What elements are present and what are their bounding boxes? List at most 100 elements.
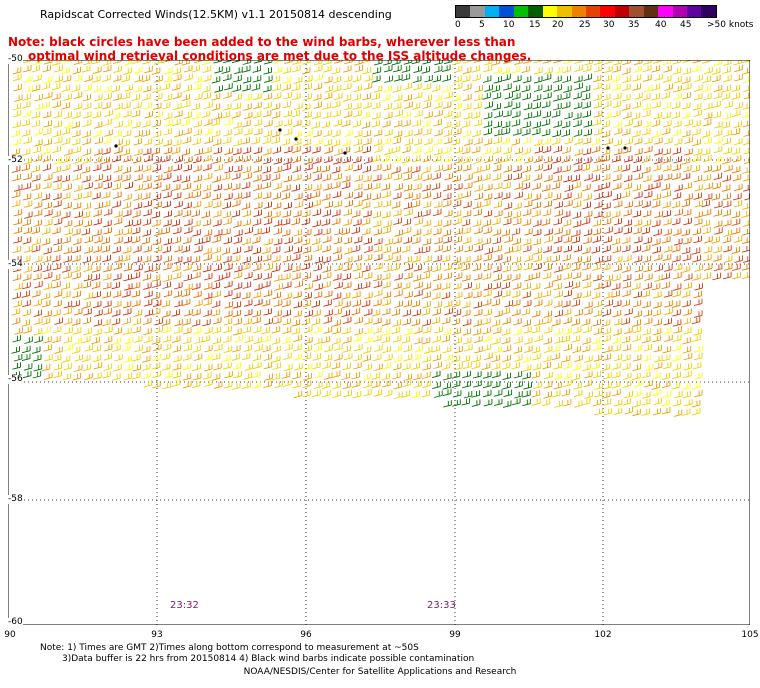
wind-barb [231,172,241,180]
wind-barb [293,236,303,245]
wind-barb [151,67,161,75]
wind-barb [613,318,623,326]
wind-barb [733,183,743,192]
wind-barb [402,309,411,317]
wind-barb [493,346,503,354]
wind-barb [184,192,193,200]
wind-barb [291,253,301,262]
wind-barb [493,290,503,298]
wind-barb [131,271,141,280]
wind-barb [84,182,93,190]
wind-barb [61,84,71,93]
wind-barb [71,84,81,92]
wind-barb [461,75,471,83]
wind-barb [242,237,251,246]
wind-barb [222,335,232,343]
wind-barb [622,343,632,352]
wind-barb [142,93,151,101]
wind-barb [621,336,631,344]
wind-barb [422,128,432,136]
wind-barb [372,334,382,343]
wind-barb [422,318,431,327]
wind-barb [162,200,171,209]
wind-barb [302,228,312,237]
wind-barb [463,344,473,352]
wind-barb [241,262,251,271]
wind-barb [632,210,642,218]
wind-barb [304,163,313,172]
wind-barb [563,327,573,335]
wind-barb [472,254,482,263]
wind-barb [153,201,162,209]
wind-barb [381,318,391,327]
wind-barb [524,345,533,353]
wind-barb [191,112,201,120]
wind-barb [53,120,62,129]
wind-barb [412,146,422,154]
wind-barb [422,201,432,209]
wind-barb [582,110,591,118]
wind-barb [353,191,363,199]
wind-barb [594,256,603,264]
wind-barb [592,263,601,271]
wind-barb [493,200,503,209]
wind-barb [393,355,402,363]
wind-barb [674,208,683,217]
wind-barb [474,244,483,253]
wind-barb [212,200,222,209]
wind-barb [683,273,693,281]
wind-barb [533,263,542,271]
wind-barb [371,380,381,389]
wind-barb [643,309,652,317]
wind-barb [704,66,713,75]
wind-barb [13,217,22,226]
wind-barb [283,292,292,300]
wind-barb [342,345,351,353]
wind-barb [284,245,293,253]
wind-barb [131,372,141,380]
wind-barb [422,326,432,334]
wind-barb [32,354,42,362]
wind-barb [462,337,472,345]
wind-barb [291,65,301,73]
wind-barb [373,317,382,325]
wind-barb [504,92,513,100]
wind-barb [441,335,451,343]
wind-barb [311,237,321,246]
wind-barb [322,265,331,273]
wind-barb [113,262,123,271]
wind-barb [572,326,582,334]
wind-barb [654,137,663,145]
wind-barb [363,317,373,325]
wind-barb [212,255,222,263]
wind-barb [474,226,483,235]
wind-barb [152,193,162,201]
wind-barb [733,200,743,208]
wind-barb [93,209,102,217]
wind-barb [532,228,542,237]
wind-barb [554,265,563,273]
wind-barb [452,327,461,336]
wind-barb [493,66,503,75]
wind-barb [282,163,292,172]
wind-barb [203,364,213,372]
legend-swatch [658,6,673,17]
wind-barb [691,381,701,390]
wind-barb [181,60,191,66]
wind-barb [114,354,123,362]
wind-barb [422,238,432,246]
wind-barb [211,130,221,138]
wind-barb [441,362,451,371]
wind-barb [273,299,283,307]
wind-barb [513,354,523,362]
wind-barb [444,307,453,316]
wind-barb [543,381,553,389]
wind-barb [483,210,493,218]
wind-barb [283,175,292,183]
wind-barb [651,119,661,127]
wind-barb [461,301,471,309]
wind-barb [313,60,323,66]
wind-barb [172,371,182,379]
wind-barb [241,291,251,300]
wind-barb [211,373,221,381]
